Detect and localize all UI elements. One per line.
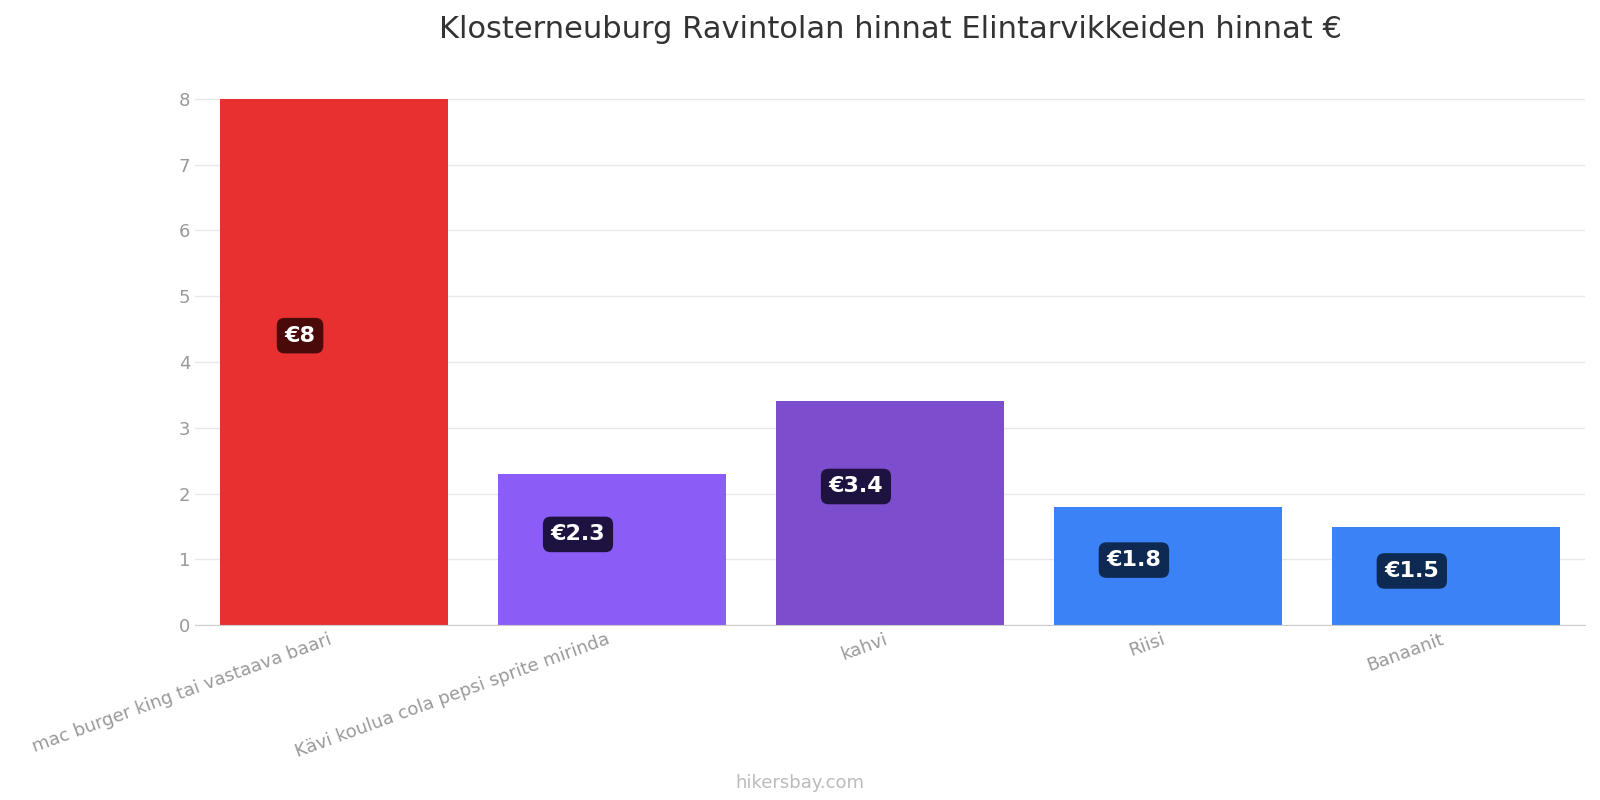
Bar (498, 474, 726, 626)
Bar (1054, 506, 1282, 626)
Bar (776, 402, 1005, 626)
Title: Klosterneuburg Ravintolan hinnat Elintarvikkeiden hinnat €: Klosterneuburg Ravintolan hinnat Elintar… (438, 15, 1341, 44)
Bar (221, 98, 448, 626)
Bar (1333, 526, 1560, 626)
Text: €1.8: €1.8 (1107, 550, 1162, 570)
Text: €2.3: €2.3 (550, 525, 605, 545)
Text: €1.5: €1.5 (1384, 561, 1440, 581)
Text: €8: €8 (285, 326, 315, 346)
Text: hikersbay.com: hikersbay.com (736, 774, 864, 792)
Text: €3.4: €3.4 (829, 477, 883, 497)
